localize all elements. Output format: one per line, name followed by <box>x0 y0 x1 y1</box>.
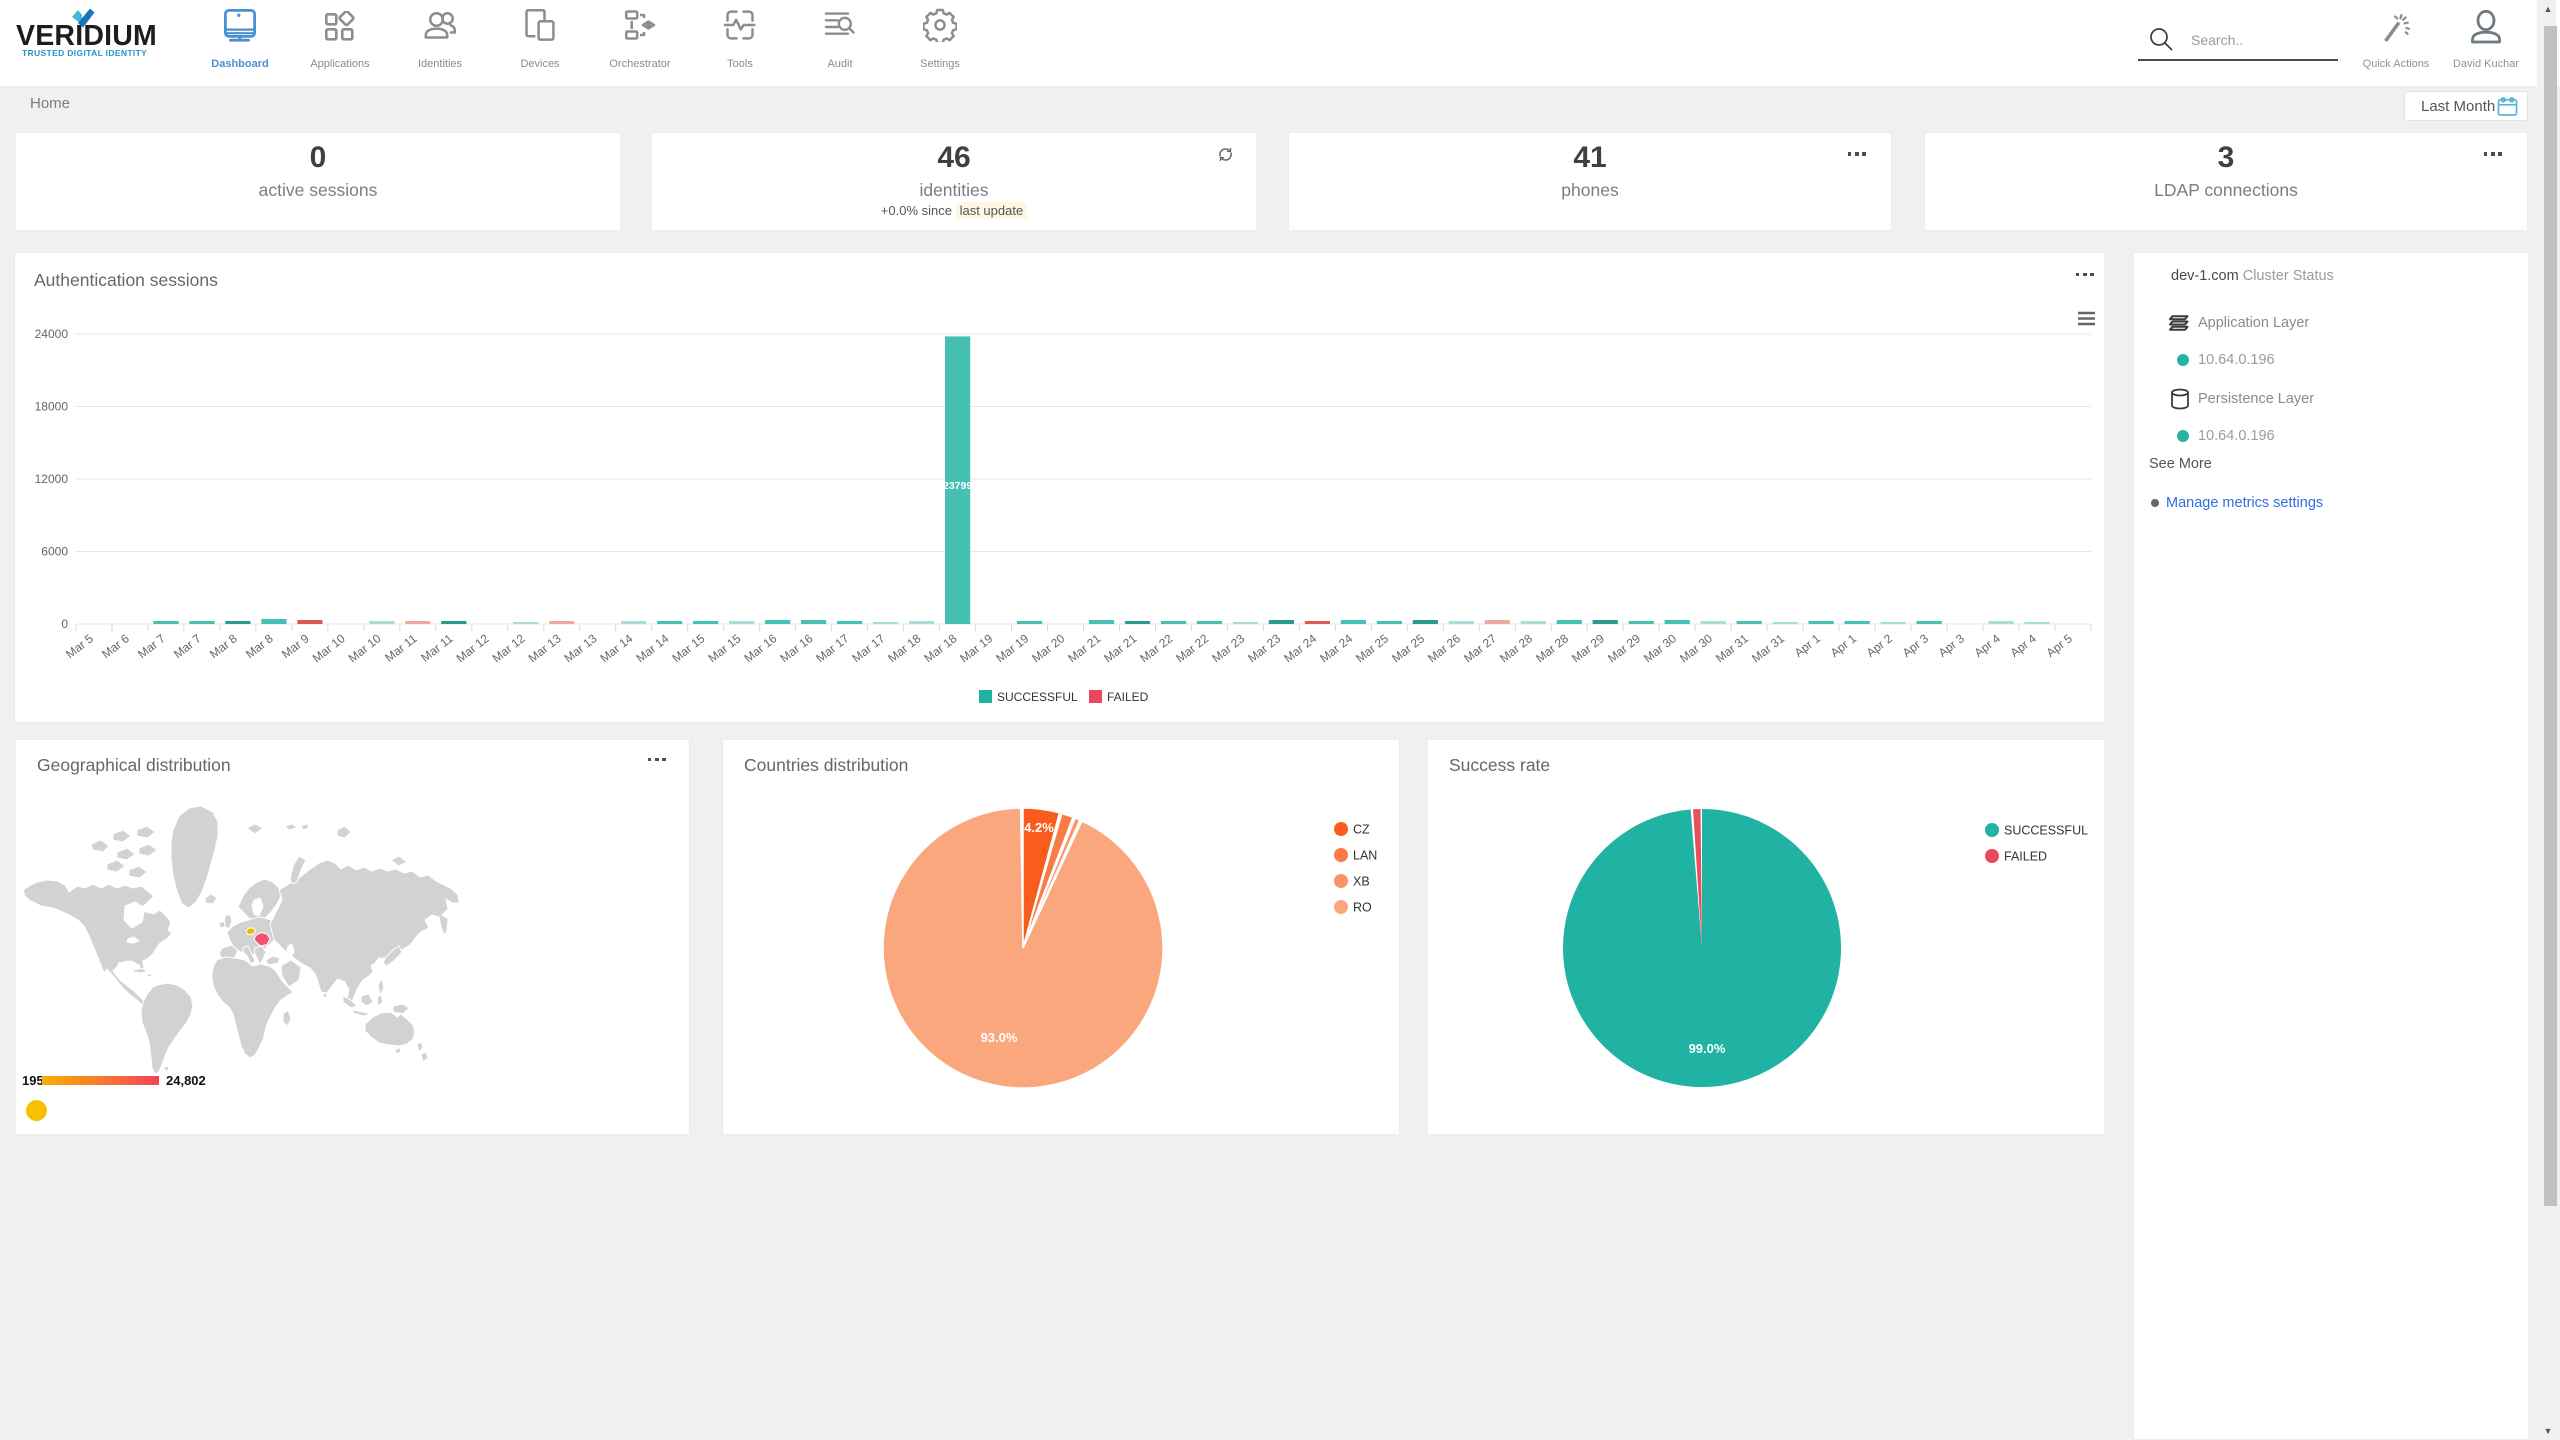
svg-text:Mar 31: Mar 31 <box>1749 631 1787 665</box>
svg-text:Mar 23: Mar 23 <box>1209 631 1247 665</box>
svg-text:Mar 10: Mar 10 <box>310 631 348 665</box>
svg-text:Mar 26: Mar 26 <box>1425 631 1463 665</box>
svg-text:23799: 23799 <box>943 480 972 492</box>
svg-text:Mar 14: Mar 14 <box>633 631 671 665</box>
svg-text:Mar 5: Mar 5 <box>63 631 96 661</box>
svg-text:Mar 11: Mar 11 <box>418 631 456 665</box>
svg-text:Mar 12: Mar 12 <box>490 631 528 665</box>
svg-text:Mar 7: Mar 7 <box>171 631 204 661</box>
svg-text:Mar 22: Mar 22 <box>1137 631 1175 665</box>
svg-text:Mar 22: Mar 22 <box>1173 631 1211 665</box>
svg-text:Mar 30: Mar 30 <box>1641 631 1679 665</box>
svg-text:99.0%: 99.0% <box>1689 1041 1726 1056</box>
svg-text:Apr 2: Apr 2 <box>1864 631 1895 660</box>
svg-text:SUCCESSFUL: SUCCESSFUL <box>997 690 1078 704</box>
svg-text:Mar 10: Mar 10 <box>346 631 384 665</box>
svg-text:Mar 30: Mar 30 <box>1677 631 1715 665</box>
svg-text:Mar 12: Mar 12 <box>454 631 492 665</box>
svg-text:Mar 8: Mar 8 <box>207 631 240 661</box>
svg-text:Mar 15: Mar 15 <box>705 631 743 665</box>
svg-text:Mar 29: Mar 29 <box>1569 631 1607 665</box>
svg-text:Mar 29: Mar 29 <box>1605 631 1643 665</box>
svg-text:Mar 21: Mar 21 <box>1065 631 1103 665</box>
svg-text:Mar 16: Mar 16 <box>741 631 779 665</box>
svg-text:Mar 17: Mar 17 <box>849 631 887 665</box>
svg-text:Mar 9: Mar 9 <box>279 631 312 661</box>
svg-text:Mar 31: Mar 31 <box>1713 631 1751 665</box>
svg-text:Mar 13: Mar 13 <box>526 631 564 665</box>
svg-text:Mar 19: Mar 19 <box>993 631 1031 665</box>
svg-text:12000: 12000 <box>35 472 69 486</box>
svg-text:FAILED: FAILED <box>1107 690 1149 704</box>
svg-text:Mar 20: Mar 20 <box>1029 631 1067 665</box>
svg-text:Apr 4: Apr 4 <box>2008 631 2039 660</box>
svg-text:Apr 1: Apr 1 <box>1828 631 1859 660</box>
svg-text:Mar 19: Mar 19 <box>957 631 995 665</box>
svg-text:93.0%: 93.0% <box>981 1030 1018 1045</box>
svg-text:Mar 25: Mar 25 <box>1353 631 1391 665</box>
svg-text:Mar 27: Mar 27 <box>1461 631 1499 665</box>
svg-text:Mar 25: Mar 25 <box>1389 631 1427 665</box>
svg-text:Mar 17: Mar 17 <box>813 631 851 665</box>
svg-text:Mar 13: Mar 13 <box>561 631 599 665</box>
svg-text:FAILED: FAILED <box>2004 850 2047 864</box>
svg-text:SUCCESSFUL: SUCCESSFUL <box>2004 824 2088 838</box>
svg-text:Apr 4: Apr 4 <box>1972 631 2003 660</box>
svg-text:24000: 24000 <box>35 327 69 341</box>
svg-text:Mar 18: Mar 18 <box>885 631 923 665</box>
svg-text:Mar 24: Mar 24 <box>1281 631 1319 665</box>
svg-text:Apr 1: Apr 1 <box>1792 631 1823 660</box>
svg-text:XB: XB <box>1353 875 1370 889</box>
svg-text:Mar 11: Mar 11 <box>382 631 420 665</box>
svg-text:4.2%: 4.2% <box>1024 820 1054 835</box>
svg-text:RO: RO <box>1353 901 1372 915</box>
svg-text:Mar 23: Mar 23 <box>1245 631 1283 665</box>
svg-text:Mar 6: Mar 6 <box>99 631 132 661</box>
svg-text:Mar 18: Mar 18 <box>921 631 959 665</box>
svg-text:Apr 3: Apr 3 <box>1900 631 1931 660</box>
svg-text:Mar 16: Mar 16 <box>777 631 815 665</box>
svg-text:18000: 18000 <box>35 400 69 414</box>
svg-text:LAN: LAN <box>1353 849 1377 863</box>
svg-text:Mar 21: Mar 21 <box>1101 631 1139 665</box>
svg-text:CZ: CZ <box>1353 823 1370 837</box>
svg-text:Mar 24: Mar 24 <box>1317 631 1355 665</box>
svg-text:6000: 6000 <box>41 545 68 559</box>
svg-text:Apr 3: Apr 3 <box>1936 631 1967 660</box>
svg-text:0: 0 <box>61 617 68 631</box>
svg-text:Mar 28: Mar 28 <box>1497 631 1535 665</box>
svg-text:Mar 15: Mar 15 <box>669 631 707 665</box>
svg-text:Mar 7: Mar 7 <box>135 631 168 661</box>
svg-text:Mar 14: Mar 14 <box>597 631 635 665</box>
svg-text:Apr 5: Apr 5 <box>2044 631 2075 660</box>
svg-text:Mar 8: Mar 8 <box>243 631 276 661</box>
svg-text:Mar 28: Mar 28 <box>1533 631 1571 665</box>
